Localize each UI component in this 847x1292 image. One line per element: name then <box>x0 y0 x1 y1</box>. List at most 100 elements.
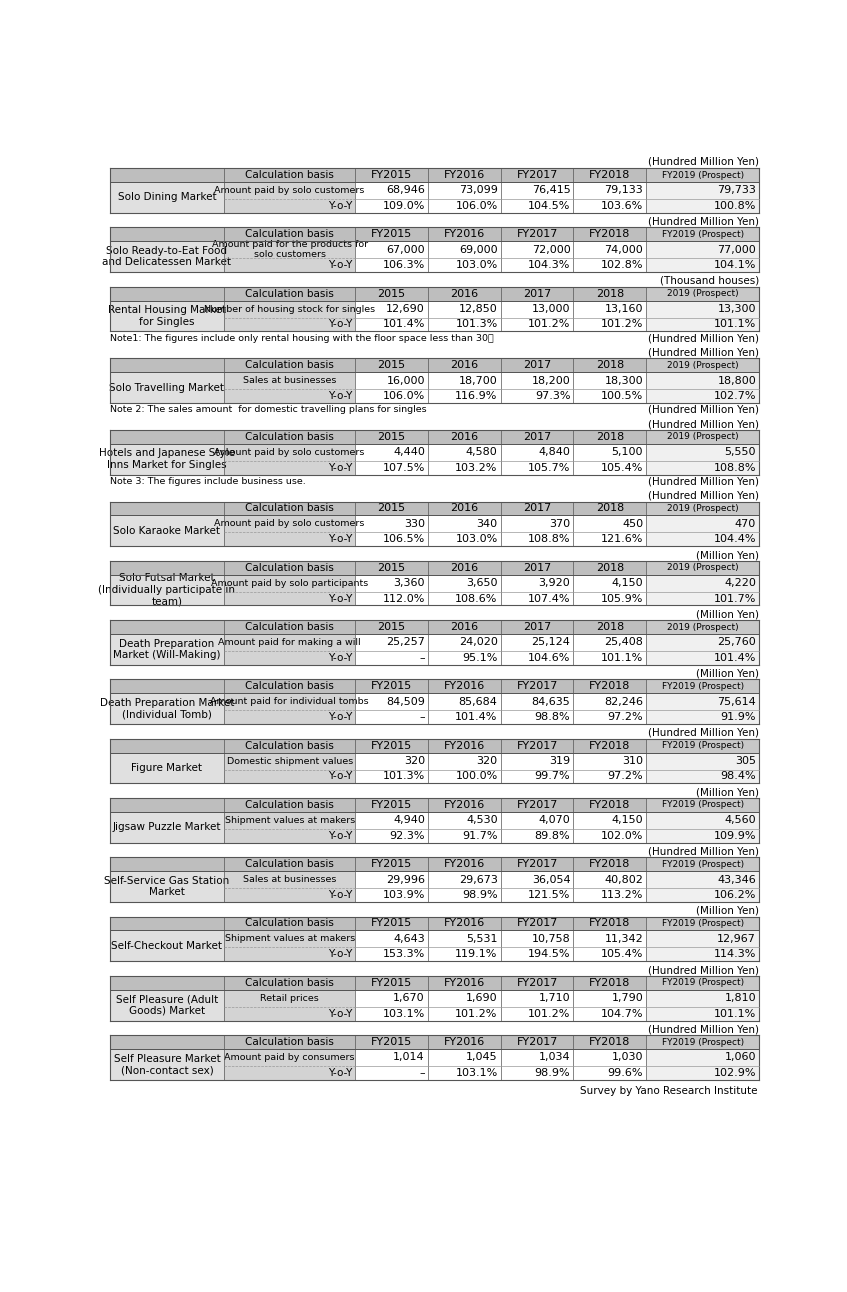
Text: 305: 305 <box>735 756 756 766</box>
Text: 116.9%: 116.9% <box>455 391 498 401</box>
Text: 18,800: 18,800 <box>717 376 756 385</box>
Bar <box>501 168 573 182</box>
Text: Survey by Yano Research Institute: Survey by Yano Research Institute <box>580 1085 758 1096</box>
Bar <box>224 888 355 902</box>
Bar <box>355 461 428 474</box>
Bar <box>646 258 759 273</box>
Bar <box>646 501 759 516</box>
Bar <box>224 227 355 242</box>
Text: Calculation basis: Calculation basis <box>246 432 334 442</box>
Bar <box>501 242 573 258</box>
Bar <box>428 858 501 871</box>
Bar <box>646 711 759 724</box>
Bar <box>428 947 501 961</box>
Text: FY2015: FY2015 <box>371 859 412 870</box>
Text: 104.3%: 104.3% <box>528 260 570 270</box>
Text: FY2016: FY2016 <box>444 800 485 810</box>
Bar <box>573 634 646 651</box>
Bar <box>573 430 646 443</box>
Text: 121.5%: 121.5% <box>528 890 570 901</box>
Text: 1,045: 1,045 <box>466 1053 498 1062</box>
Bar <box>110 242 224 273</box>
Text: 2017: 2017 <box>523 563 551 572</box>
Bar <box>501 532 573 547</box>
Bar <box>501 858 573 871</box>
Text: Calculation basis: Calculation basis <box>246 1037 334 1047</box>
Text: FY2019 (Prospect): FY2019 (Prospect) <box>662 919 744 928</box>
Bar <box>355 301 428 318</box>
Text: 1,060: 1,060 <box>724 1053 756 1062</box>
Text: 98.9%: 98.9% <box>534 1068 570 1078</box>
Bar <box>110 501 224 516</box>
Bar <box>224 916 355 930</box>
Text: 2016: 2016 <box>451 563 479 572</box>
Text: Note 2: The sales amount  for domestic travelling plans for singles: Note 2: The sales amount for domestic tr… <box>110 406 426 415</box>
Bar <box>646 947 759 961</box>
Text: 12,690: 12,690 <box>386 304 425 314</box>
Text: (Hundred Million Yen): (Hundred Million Yen) <box>648 1025 759 1035</box>
Text: –: – <box>419 652 425 663</box>
Text: 101.1%: 101.1% <box>714 1009 756 1018</box>
Bar <box>110 227 224 242</box>
Bar <box>355 592 428 606</box>
Text: FY2015: FY2015 <box>371 171 412 180</box>
Bar <box>646 811 759 828</box>
Text: 106.0%: 106.0% <box>456 200 498 211</box>
Bar <box>110 858 224 871</box>
Bar <box>646 871 759 888</box>
Text: 104.6%: 104.6% <box>528 652 570 663</box>
Text: (Hundred Million Yen): (Hundred Million Yen) <box>648 156 759 167</box>
Text: 95.1%: 95.1% <box>462 652 498 663</box>
Text: 103.2%: 103.2% <box>455 463 498 473</box>
Bar <box>501 501 573 516</box>
Text: 5,531: 5,531 <box>466 934 498 944</box>
Bar <box>646 1006 759 1021</box>
Bar <box>573 592 646 606</box>
Text: 4,440: 4,440 <box>393 447 425 457</box>
Bar <box>646 242 759 258</box>
Bar <box>110 575 224 606</box>
Text: FY2019 (Prospect): FY2019 (Prospect) <box>662 801 744 809</box>
Bar <box>428 318 501 331</box>
Text: 2018: 2018 <box>595 563 624 572</box>
Bar <box>355 871 428 888</box>
Text: 102.7%: 102.7% <box>714 391 756 401</box>
Bar <box>110 182 224 213</box>
Text: FY2019 (Prospect): FY2019 (Prospect) <box>662 978 744 987</box>
Text: 2015: 2015 <box>378 432 406 442</box>
Text: Calculation basis: Calculation basis <box>246 740 334 751</box>
Text: Death Preparation
Market (Will-Making): Death Preparation Market (Will-Making) <box>113 638 221 660</box>
Text: Calculation basis: Calculation basis <box>246 171 334 180</box>
Bar <box>224 798 355 811</box>
Text: FY2018: FY2018 <box>590 919 630 929</box>
Text: (Hundred Million Yen): (Hundred Million Yen) <box>648 217 759 226</box>
Bar <box>224 694 355 711</box>
Text: 320: 320 <box>404 756 425 766</box>
Text: 100.0%: 100.0% <box>456 771 498 782</box>
Bar <box>224 990 355 1006</box>
Text: FY2019 (Prospect): FY2019 (Prospect) <box>662 1037 744 1047</box>
Bar <box>501 990 573 1006</box>
Text: Solo Karaoke Market: Solo Karaoke Market <box>113 526 220 536</box>
Bar <box>501 798 573 811</box>
Text: Solo Ready-to-Eat Food
and Delicatessen Market: Solo Ready-to-Eat Food and Delicatessen … <box>102 245 231 267</box>
Bar <box>646 888 759 902</box>
Bar <box>646 680 759 694</box>
Bar <box>355 634 428 651</box>
Bar <box>573 227 646 242</box>
Bar <box>224 318 355 331</box>
Bar <box>224 182 355 199</box>
Bar <box>573 501 646 516</box>
Text: FY2015: FY2015 <box>371 978 412 988</box>
Text: 4,220: 4,220 <box>724 578 756 588</box>
Text: FY2018: FY2018 <box>590 230 630 239</box>
Text: 101.4%: 101.4% <box>714 652 756 663</box>
Bar <box>501 287 573 301</box>
Text: FY2017: FY2017 <box>517 740 558 751</box>
Bar <box>224 975 355 990</box>
Text: FY2016: FY2016 <box>444 1037 485 1047</box>
Bar <box>110 516 224 547</box>
Bar <box>573 916 646 930</box>
Text: 82,246: 82,246 <box>604 696 643 707</box>
Text: 450: 450 <box>622 519 643 528</box>
